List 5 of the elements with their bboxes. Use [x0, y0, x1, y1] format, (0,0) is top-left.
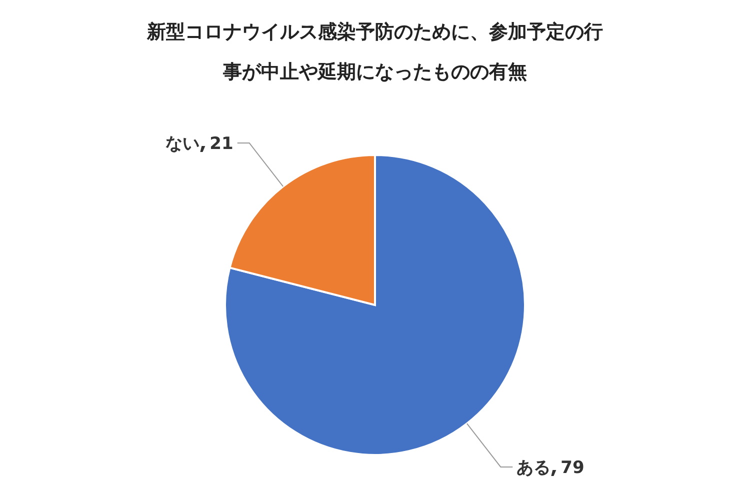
- slice-label: ある: [516, 458, 551, 478]
- title: 新型コロナウイルス感染予防のために、参加予定の行事が中止や延期になったものの有無: [147, 21, 603, 83]
- data-label: 79: [560, 458, 584, 478]
- slice-label: ない: [166, 134, 200, 154]
- data-label: 21: [210, 134, 234, 154]
